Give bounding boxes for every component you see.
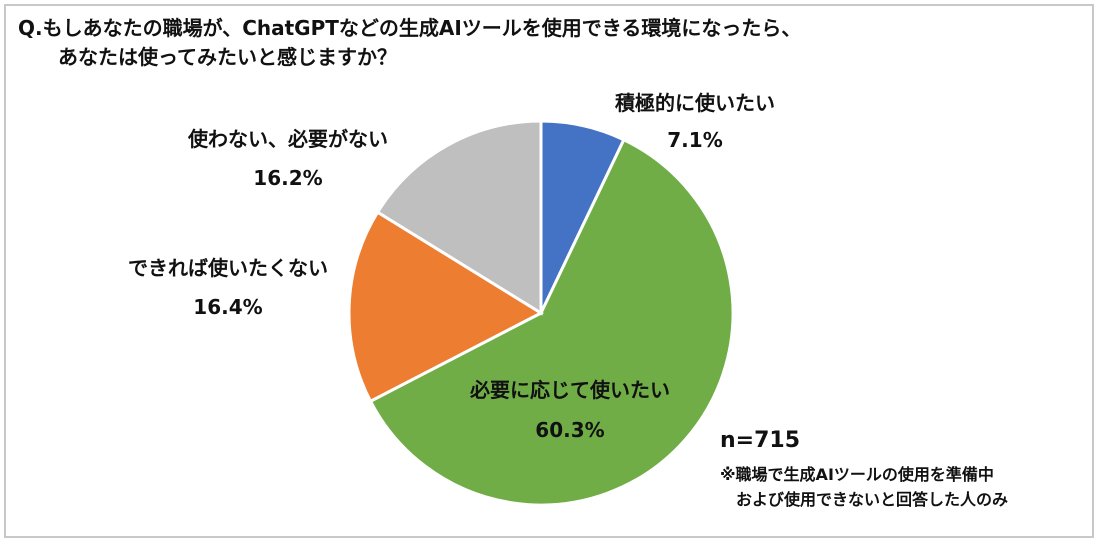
question-title: Q.もしあなたの職場が、ChatGPTなどの生成AIツールを使用できる環境になっ… bbox=[18, 14, 801, 72]
sample-note: ※職場で生成AIツールの使用を準備中 および使用できないと回答した人のみ bbox=[720, 463, 1008, 513]
pie-slice-2 bbox=[368, 137, 735, 507]
pie-slice-3 bbox=[347, 210, 545, 404]
sample-size: n=715 bbox=[720, 428, 801, 453]
pie-slices bbox=[347, 119, 735, 507]
sample-note-line-1: ※職場で生成AIツールの使用を準備中 bbox=[720, 465, 994, 484]
pie-slice-4 bbox=[375, 119, 543, 316]
slice-value-1: 7.1% bbox=[667, 128, 722, 152]
question-line-2: あなたは使ってみたいと感じますか？ bbox=[58, 45, 397, 69]
slice-label-2: 必要に応じて使いたい bbox=[469, 378, 670, 402]
slice-value-4: 16.2% bbox=[253, 166, 322, 190]
slice-value-3: 16.4% bbox=[193, 295, 262, 319]
slice-value-2: 60.3% bbox=[535, 418, 604, 442]
pie-labels: 積極的に使いたい 7.1% 必要に応じて使いたい 60.3% できれば使いたくない 16.… bbox=[128, 91, 775, 442]
slice-label-1: 積極的に使いたい bbox=[615, 91, 775, 115]
slice-label-3: できれば使いたくない bbox=[128, 256, 328, 280]
slice-label-4: 使わない、必要がない bbox=[187, 127, 388, 151]
sample-note-line-2: および使用できないと回答した人のみ bbox=[736, 489, 1009, 509]
question-line-1: Q.もしあなたの職場が、ChatGPTなどの生成AIツールを使用できる環境になっ… bbox=[18, 16, 802, 40]
